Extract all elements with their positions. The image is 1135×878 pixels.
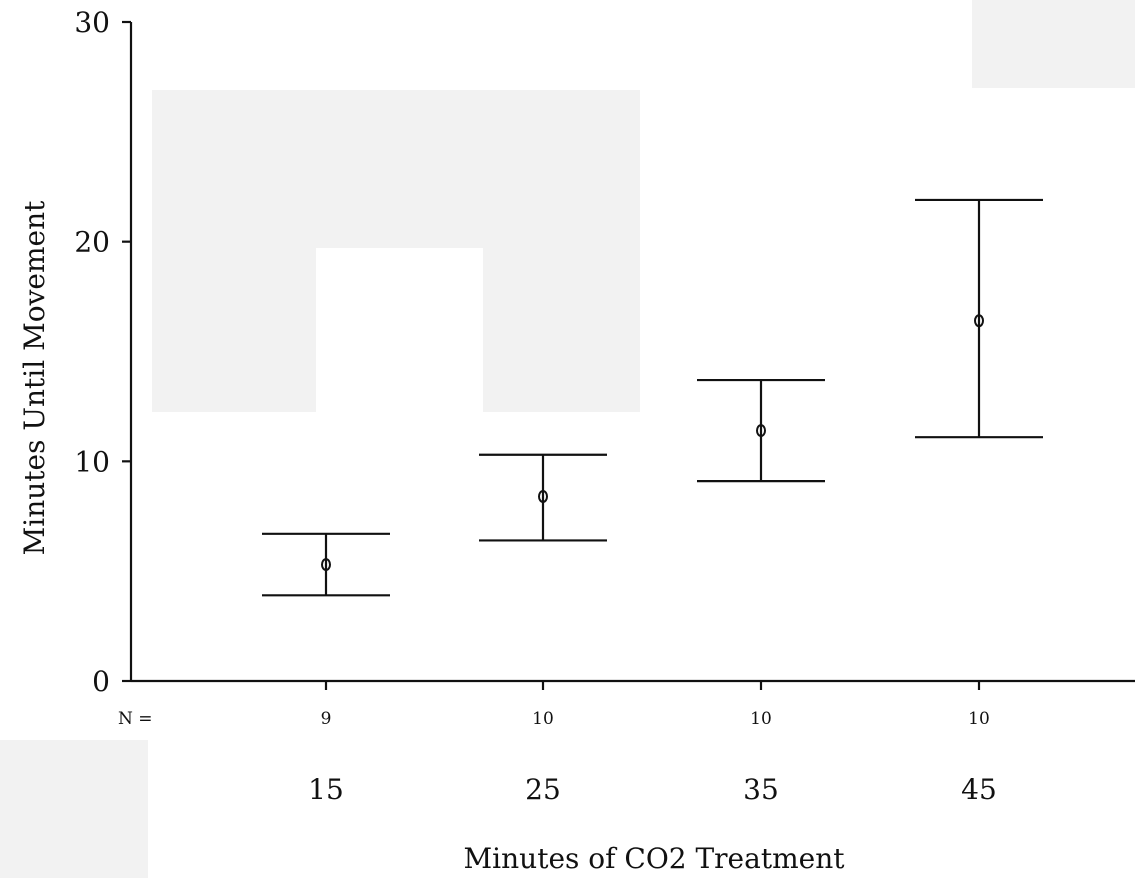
- x-category-label: 35: [743, 773, 779, 806]
- error-bar-group: [697, 378, 825, 483]
- y-tick-label: 30: [74, 6, 110, 39]
- n-prefix-label: N =: [118, 709, 153, 729]
- error-bar-marks: [262, 198, 1043, 597]
- y-axis-ticks: 0 10 20 30: [74, 6, 131, 698]
- n-value-label: 9: [321, 709, 332, 729]
- x-category-label: 15: [308, 773, 344, 806]
- n-value-label: 10: [750, 709, 772, 729]
- mean-point: [756, 424, 766, 438]
- error-bar-group: [479, 453, 607, 542]
- x-category-label: 45: [961, 773, 997, 806]
- mean-point: [321, 558, 331, 572]
- y-tick-label: 10: [74, 445, 110, 478]
- x-axis-ticks: 9 15 10 25 10 35 10 45: [308, 681, 997, 806]
- y-tick-label: 20: [74, 226, 110, 259]
- x-axis-title: Minutes of CO2 Treatment: [464, 842, 846, 875]
- y-axis-title: Minutes Until Movement: [18, 200, 51, 556]
- n-value-label: 10: [968, 709, 990, 729]
- error-bar-group: [915, 198, 1043, 439]
- mean-point: [974, 314, 984, 328]
- error-bar-group: [262, 532, 390, 597]
- y-tick-label: 0: [92, 665, 110, 698]
- mean-point: [538, 489, 548, 503]
- x-category-label: 25: [525, 773, 561, 806]
- n-value-label: 10: [532, 709, 554, 729]
